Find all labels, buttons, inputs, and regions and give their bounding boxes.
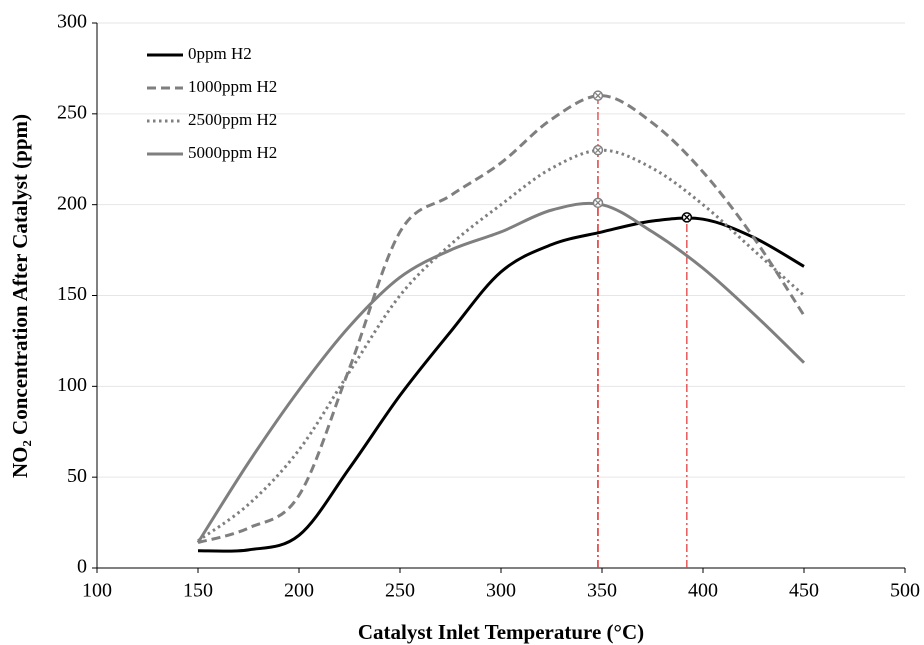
x-tick-label: 200 xyxy=(284,580,314,602)
y-tick-label: 300 xyxy=(57,11,87,33)
legend-label: 5000ppm H2 xyxy=(188,143,277,162)
legend-label: 1000ppm H2 xyxy=(188,77,277,96)
peak-cross xyxy=(683,214,690,221)
peak-cross xyxy=(595,147,601,154)
x-tick-label: 250 xyxy=(385,580,415,602)
x-tick-label: 350 xyxy=(587,580,617,602)
x-tick-label: 150 xyxy=(183,580,213,602)
x-tick-label: 450 xyxy=(789,580,819,602)
x-axis-label: Catalyst Inlet Temperature (°C) xyxy=(358,620,644,644)
peak-cross xyxy=(595,92,601,99)
x-tick-label: 300 xyxy=(486,580,516,602)
y-tick-label: 150 xyxy=(57,283,87,305)
series-line xyxy=(197,216,805,553)
x-tick-label: 500 xyxy=(890,580,920,602)
y-tick-label: 250 xyxy=(57,101,87,123)
x-tick-label: 400 xyxy=(688,580,718,602)
series-line xyxy=(197,94,806,545)
x-tick-label: 100 xyxy=(82,580,112,602)
y-tick-label: 0 xyxy=(77,556,87,578)
legend-label: 2500ppm H2 xyxy=(188,110,277,129)
peak-cross xyxy=(595,199,601,206)
y-tick-label: 200 xyxy=(57,192,87,214)
series-line xyxy=(197,148,806,542)
legend-label: 0ppm H2 xyxy=(188,44,252,63)
y-axis-label: NO₂ Concentration After Catalyst (ppm) xyxy=(8,114,32,478)
y-tick-label: 100 xyxy=(57,374,87,396)
series-line xyxy=(196,201,806,544)
y-tick-label: 50 xyxy=(67,465,87,487)
